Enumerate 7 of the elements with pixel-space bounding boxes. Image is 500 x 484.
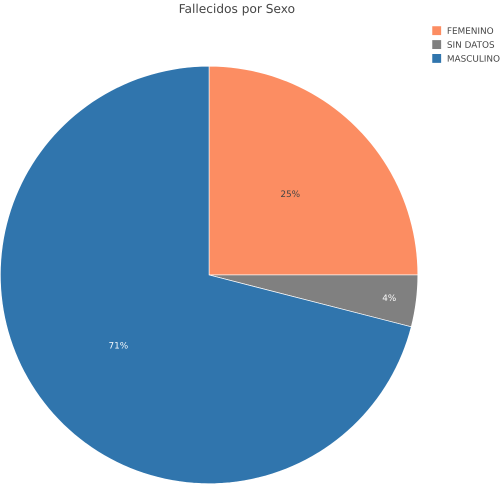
data-label: 25% — [281, 190, 300, 198]
legend-label: FEMENINO — [448, 27, 494, 34]
legend-label: MASCULINO — [448, 55, 500, 62]
data-label: 4% — [382, 294, 396, 302]
legend-label: SIN DATOS — [448, 41, 494, 48]
data-label: 71% — [109, 342, 128, 349]
chart-title: Fallecidos por Sexo — [180, 4, 294, 16]
